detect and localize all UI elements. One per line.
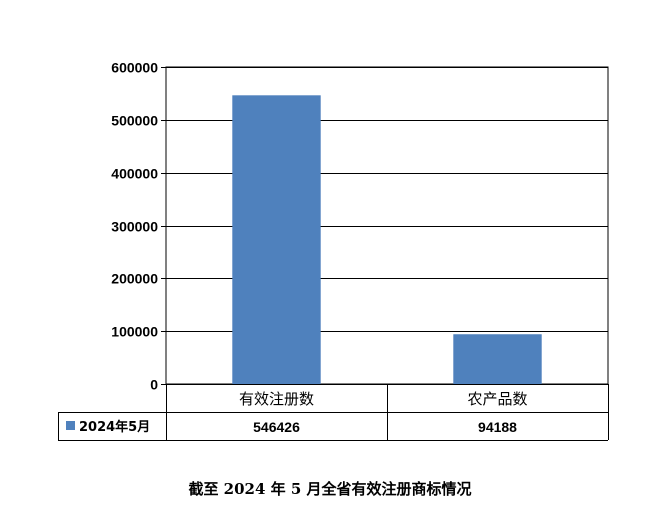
y-tick-label: 500000 bbox=[111, 113, 158, 129]
y-tick-label: 0 bbox=[150, 377, 158, 393]
bars bbox=[232, 95, 542, 384]
y-axis-tick-labels: 0 100000 200000 300000 400000 500000 600000 bbox=[111, 60, 158, 393]
y-tick-label: 300000 bbox=[111, 219, 158, 235]
y-tick-label: 600000 bbox=[111, 60, 158, 76]
chart-caption: 截至 2024 年 5 月全省有效注册商标情况 bbox=[188, 480, 472, 498]
category-label: 有效注册数 bbox=[239, 390, 314, 408]
data-label: 94188 bbox=[478, 419, 517, 435]
y-tick-label: 200000 bbox=[111, 271, 158, 287]
y-tick-label: 100000 bbox=[111, 324, 158, 340]
legend-label: 2024年5月 bbox=[79, 419, 150, 435]
bar bbox=[453, 334, 542, 384]
legend-swatch bbox=[66, 421, 75, 430]
bar bbox=[232, 95, 321, 384]
y-tick-label: 400000 bbox=[111, 166, 158, 182]
category-label: 农产品数 bbox=[467, 390, 527, 408]
data-label: 546426 bbox=[253, 419, 300, 435]
data-table: 有效注册数 546426 农产品数 94188 2024年5月 bbox=[58, 384, 609, 441]
